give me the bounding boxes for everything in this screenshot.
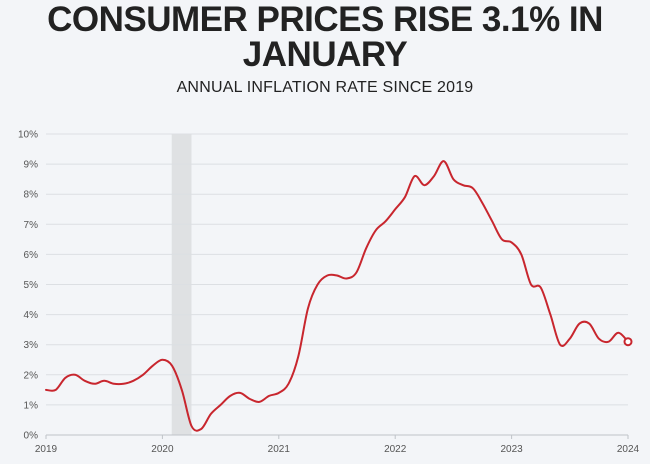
y-tick-label: 7% (24, 220, 39, 231)
chart-subtitle: ANNUAL INFLATION RATE SINCE 2019 (176, 79, 474, 96)
x-tick-label: 2022 (384, 444, 407, 455)
y-tick-label: 0% (24, 431, 39, 442)
x-tick-label: 2023 (500, 444, 523, 455)
y-tick-label: 8% (24, 190, 39, 201)
chart-title: CONSUMER PRICES RISE 3.1% IN JANUARY (0, 2, 650, 72)
x-tick-label: 2020 (151, 444, 174, 455)
chart-title-line-1: CONSUMER PRICES RISE 3.1% IN (47, 0, 603, 39)
y-tick-label: 3% (24, 340, 39, 351)
latest-value-marker (623, 337, 633, 347)
y-tick-label: 5% (24, 280, 39, 291)
y-tick-label: 9% (24, 160, 39, 171)
x-tick-label: 2019 (35, 444, 58, 455)
y-tick-label: 10% (18, 130, 38, 141)
inflation-series-line (45, 160, 629, 432)
y-tick-label: 1% (24, 400, 39, 411)
y-tick-label: 6% (24, 250, 39, 261)
y-tick-label: 2% (24, 370, 39, 381)
chart-title-line-2: JANUARY (242, 35, 408, 74)
x-tick-label: 2021 (268, 444, 291, 455)
y-tick-label: 4% (24, 310, 39, 321)
x-tick-label: 2024 (617, 444, 640, 455)
